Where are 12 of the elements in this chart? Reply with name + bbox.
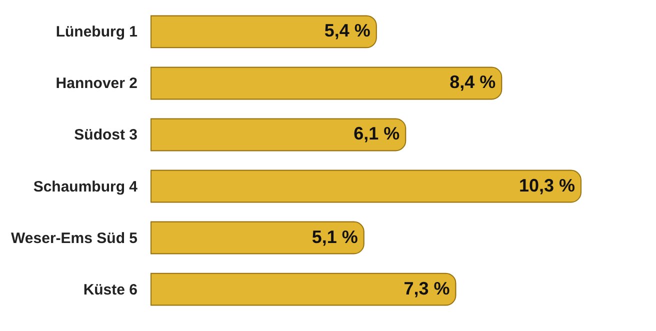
- y-tick-label: Lüneburg 1: [56, 24, 138, 41]
- data-label: 5,1 %: [312, 226, 358, 247]
- data-label: 7,3 %: [404, 278, 450, 298]
- y-tick-label: Südost 3: [74, 126, 138, 144]
- data-label: 8,4 %: [450, 72, 496, 92]
- y-tick-label: Weser-Ems Süd 5: [11, 230, 138, 247]
- data-label: 5,4 %: [324, 20, 370, 41]
- y-tick-label: Schaumburg 4: [33, 178, 138, 196]
- data-label: 6,1 %: [354, 124, 400, 144]
- data-label: 10,3 %: [518, 175, 575, 196]
- y-tick-label: Hannover 2: [56, 75, 138, 92]
- y-tick-label: Küste 6: [83, 281, 138, 298]
